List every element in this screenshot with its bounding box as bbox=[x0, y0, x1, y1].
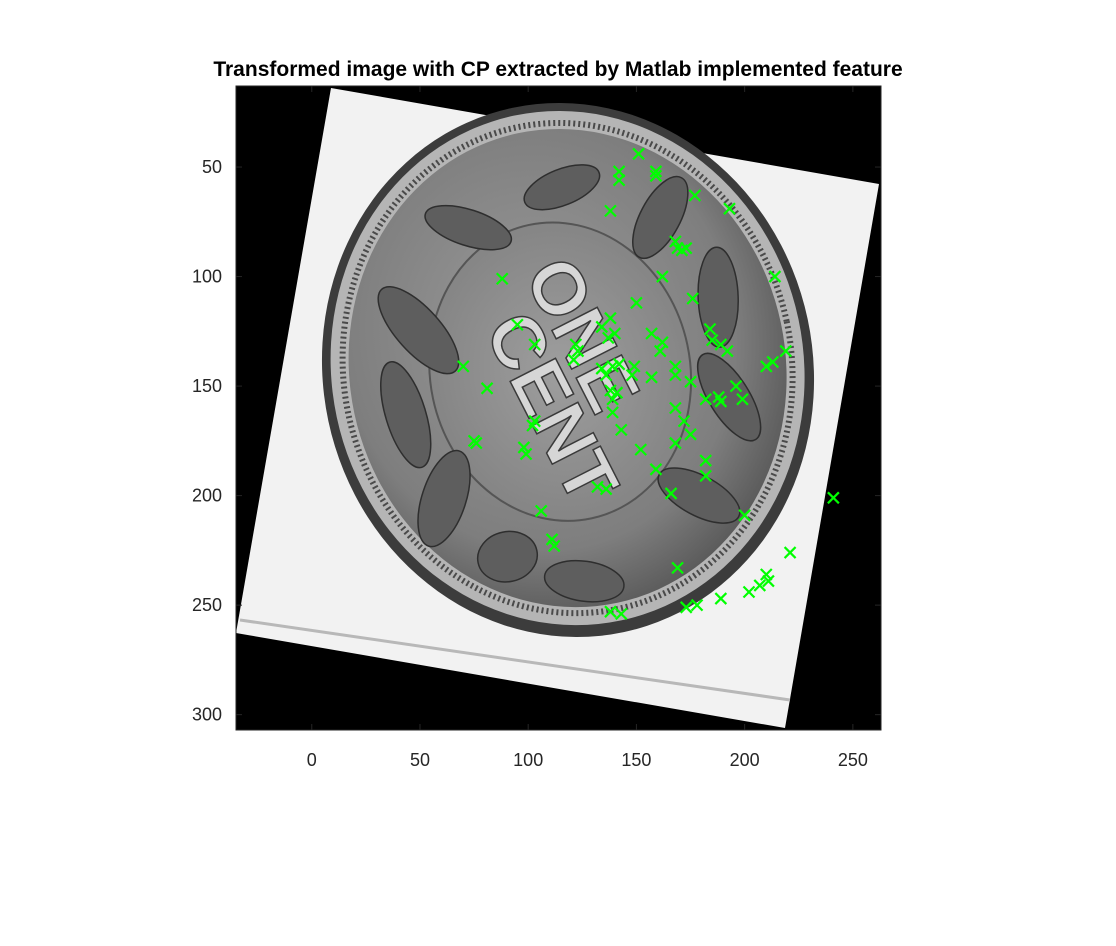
control-point-marker bbox=[766, 355, 780, 369]
control-point-marker bbox=[534, 504, 548, 518]
control-point-marker bbox=[606, 392, 619, 406]
control-point-marker bbox=[699, 469, 712, 483]
control-point-marker bbox=[656, 270, 669, 283]
control-point-marker bbox=[779, 344, 793, 358]
control-point-marker bbox=[608, 327, 622, 340]
control-point-marker bbox=[738, 509, 751, 522]
control-point-marker bbox=[480, 382, 494, 395]
control-point-marker bbox=[703, 322, 717, 336]
control-point-marker bbox=[699, 392, 712, 406]
control-point-marker bbox=[671, 241, 684, 255]
control-point-marker bbox=[645, 327, 658, 340]
control-point-marker bbox=[736, 392, 749, 406]
x-tick-label: 100 bbox=[513, 750, 543, 770]
control-point-marker bbox=[528, 338, 541, 351]
control-point-marker bbox=[679, 601, 693, 614]
control-point-marker bbox=[599, 482, 613, 496]
x-tick-label: 0 bbox=[307, 750, 317, 770]
control-point-marker bbox=[614, 423, 628, 437]
chart-title: Transformed image with CP extracted by M… bbox=[213, 58, 903, 81]
control-point-marker bbox=[632, 147, 645, 161]
control-point-marker bbox=[612, 357, 626, 371]
y-tick-label: 300 bbox=[192, 705, 222, 725]
coin-inner-field bbox=[428, 221, 693, 522]
control-point-marker bbox=[547, 539, 561, 553]
control-point-marker bbox=[753, 579, 767, 592]
control-point-marker bbox=[688, 189, 702, 202]
control-point-marker bbox=[526, 419, 539, 432]
y-tick-label: 250 bbox=[192, 595, 222, 615]
control-point-marker bbox=[671, 561, 684, 575]
y-tick-label: 100 bbox=[192, 267, 222, 287]
control-point-marker bbox=[604, 204, 617, 218]
control-point-marker bbox=[760, 360, 773, 373]
control-point-marker bbox=[630, 296, 643, 310]
control-point-marker bbox=[677, 414, 691, 428]
control-point-marker bbox=[604, 311, 617, 325]
control-point-marker bbox=[612, 173, 626, 187]
control-point-marker bbox=[653, 344, 667, 358]
y-tick-label: 50 bbox=[202, 157, 222, 177]
table-edge-line bbox=[239, 618, 791, 702]
x-tick-label: 150 bbox=[621, 750, 651, 770]
control-point-marker bbox=[625, 368, 639, 382]
x-tick-label: 50 bbox=[410, 750, 430, 770]
control-point-marker bbox=[614, 607, 628, 621]
control-point-marker bbox=[742, 585, 756, 599]
x-tick-label: 200 bbox=[730, 750, 760, 770]
control-point-marker bbox=[649, 165, 663, 178]
control-point-marker bbox=[827, 491, 840, 505]
control-point-marker bbox=[649, 463, 663, 476]
control-point-marker bbox=[634, 443, 648, 456]
control-point-marker bbox=[714, 395, 728, 408]
control-point-marker bbox=[604, 605, 617, 618]
control-point-marker bbox=[669, 401, 682, 415]
control-point-marker bbox=[714, 592, 728, 605]
control-point-marker bbox=[686, 292, 699, 305]
control-point-marker bbox=[684, 428, 697, 441]
control-point-marker bbox=[495, 272, 509, 286]
control-point-marker bbox=[511, 318, 524, 332]
control-point-marker bbox=[664, 487, 678, 500]
control-point-marker bbox=[699, 454, 712, 467]
control-point-marker bbox=[645, 371, 658, 384]
control-point-marker bbox=[721, 344, 734, 358]
control-point-marker bbox=[567, 353, 580, 367]
control-point-marker bbox=[595, 362, 609, 375]
control-point-marker bbox=[649, 169, 663, 183]
control-point-marker bbox=[669, 368, 682, 382]
control-point-marker bbox=[599, 368, 613, 382]
control-point-marker bbox=[456, 360, 470, 373]
y-axis: 50 100 150 200 250 300 bbox=[192, 157, 881, 725]
control-point-marker bbox=[762, 574, 775, 588]
control-point-marker bbox=[705, 333, 719, 347]
control-point-marker bbox=[729, 379, 743, 393]
x-axis: 0 50 100 150 200 250 bbox=[307, 86, 868, 770]
control-points bbox=[456, 147, 840, 621]
control-point-marker bbox=[669, 436, 682, 450]
wreath bbox=[377, 164, 762, 603]
control-point-marker bbox=[723, 202, 736, 215]
y-tick-label: 150 bbox=[192, 376, 222, 396]
y-tick-label: 200 bbox=[192, 486, 222, 506]
image-background: ONE CENT bbox=[236, 86, 881, 730]
control-point-marker bbox=[783, 546, 797, 559]
control-point-marker bbox=[469, 436, 483, 450]
control-point-marker bbox=[606, 406, 619, 419]
control-point-marker bbox=[768, 270, 782, 283]
x-tick-label: 250 bbox=[838, 750, 868, 770]
control-point-marker bbox=[602, 331, 615, 345]
control-point-marker bbox=[571, 344, 585, 358]
coin-dotted-border bbox=[339, 119, 796, 617]
control-point-marker bbox=[690, 598, 704, 612]
control-point-marker bbox=[519, 447, 533, 461]
axes-box bbox=[235, 85, 882, 731]
control-point-marker bbox=[610, 386, 624, 399]
control-point-marker bbox=[684, 375, 697, 388]
